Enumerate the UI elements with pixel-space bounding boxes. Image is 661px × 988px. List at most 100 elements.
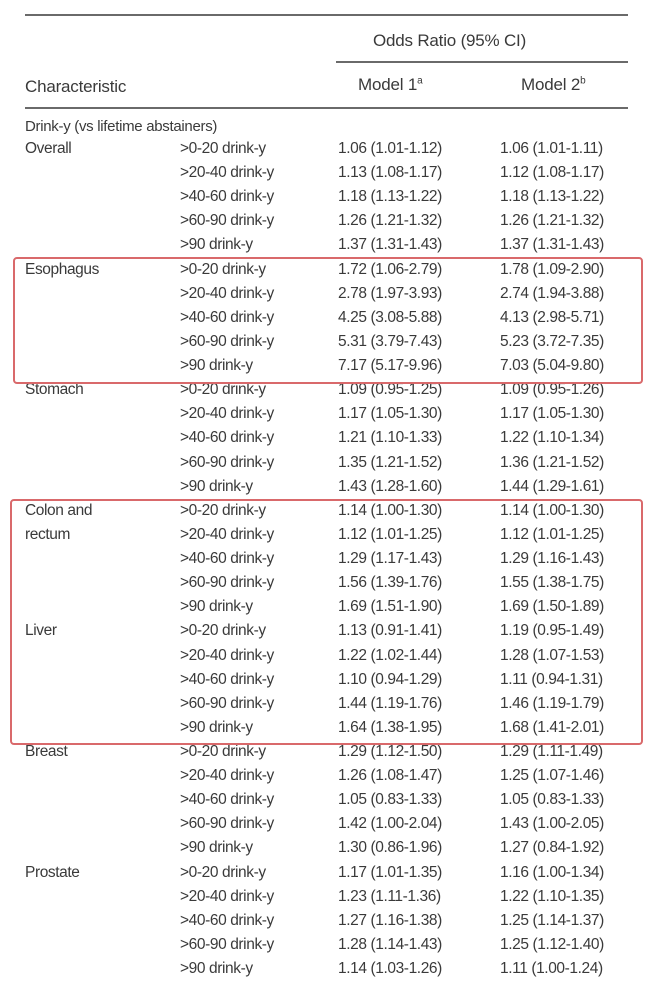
table-row: Colon and >0-20 drink-y 1.14 (1.00-1.30) 1.… <box>0 502 661 526</box>
table-row: >40-60 drink-y 1.29 (1.17-1.43) 1.29 (1.16… <box>0 550 661 574</box>
model1-value: 1.30 (0.86-1.96) <box>338 839 442 857</box>
model1-value: 1.56 (1.39-1.76) <box>338 574 442 592</box>
consumption-level: >90 drink-y <box>180 598 253 616</box>
table-row: >20-40 drink-y 1.13 (1.08-1.17) 1.12 (1.08… <box>0 164 661 188</box>
consumption-level: >20-40 drink-y <box>180 405 274 423</box>
table-row: >90 drink-y 1.43 (1.28-1.60) 1.44 (1.29-1.… <box>0 478 661 502</box>
consumption-level: >90 drink-y <box>180 718 253 736</box>
consumption-level: >0-20 drink-y <box>180 140 266 157</box>
table-row: >60-90 drink-y 1.42 (1.00-2.04) 1.43 (1.00… <box>0 815 661 839</box>
consumption-level: >20-40 drink-y <box>180 767 274 785</box>
model2-value: 1.26 (1.21-1.32) <box>500 212 604 230</box>
model1-value: 1.05 (0.83-1.33) <box>338 791 442 809</box>
model1-value: 1.69 (1.51-1.90) <box>338 598 442 616</box>
cancer-site-label: Prostate <box>25 863 80 881</box>
table-row: Overall >0-20 drink-y 1.06 (1.01-1.12) 1.06… <box>0 140 661 164</box>
model1-value: 1.35 (1.21-1.52) <box>338 453 442 471</box>
model2-value: 1.37 (1.31-1.43) <box>500 236 604 254</box>
model2-value: 1.78 (1.09-2.90) <box>500 260 604 278</box>
cancer-site-label: Stomach <box>25 381 84 399</box>
model2-value: 1.05 (0.83-1.33) <box>500 791 604 809</box>
model2-value: 1.28 (1.07-1.53) <box>500 646 604 664</box>
consumption-level: >0-20 drink-y <box>180 743 266 760</box>
model2-value: 7.03 (5.04-9.80) <box>500 357 604 375</box>
consumption-level: >0-20 drink-y <box>180 622 266 640</box>
model2-value: 5.23 (3.72-7.35) <box>500 332 604 350</box>
table-row: >40-60 drink-y 4.25 (3.08-5.88) 4.13 (2.98… <box>0 309 661 333</box>
consumption-level: >60-90 drink-y <box>180 815 274 833</box>
model1-value: 1.12 (1.01-1.25) <box>338 525 442 543</box>
odds-ratio-underline <box>336 61 628 63</box>
model2-value: 1.18 (1.13-1.22) <box>500 188 604 206</box>
model1-label: Model 1 <box>358 75 418 94</box>
table-row: >90 drink-y 1.14 (1.03-1.26) 1.11 (1.00-1.… <box>0 960 661 984</box>
model1-value: 1.22 (1.02-1.44) <box>338 646 442 664</box>
model1-value: 1.26 (1.08-1.47) <box>338 767 442 785</box>
table-row: >90 drink-y 1.64 (1.38-1.95) 1.68 (1.41-2.… <box>0 719 661 743</box>
model2-value: 1.22 (1.10-1.35) <box>500 887 604 905</box>
model1-value: 1.17 (1.01-1.35) <box>338 863 442 881</box>
model1-value: 1.29 (1.17-1.43) <box>338 550 442 568</box>
model2-header: Model 2b <box>521 75 586 95</box>
table-row: >40-60 drink-y 1.27 (1.16-1.38) 1.25 (1.14… <box>0 912 661 936</box>
model2-value: 2.74 (1.94-3.88) <box>500 284 604 302</box>
model2-value: 1.22 (1.10-1.34) <box>500 429 604 447</box>
model2-value: 1.12 (1.01-1.25) <box>500 525 604 543</box>
table-row: Esophagus >0-20 drink-y 1.72 (1.06-2.79) 1.… <box>0 261 661 285</box>
table-row: >60-90 drink-y 1.35 (1.21-1.52) 1.36 (1.21… <box>0 454 661 478</box>
model2-value: 1.68 (1.41-2.01) <box>500 718 604 736</box>
consumption-level: >0-20 drink-y <box>180 863 266 881</box>
cancer-site-label: Esophagus <box>25 260 99 278</box>
model2-value: 1.11 (1.00-1.24) <box>500 960 603 978</box>
top-rule <box>25 14 628 16</box>
model1-value: 1.43 (1.28-1.60) <box>338 477 442 495</box>
model1-value: 1.14 (1.03-1.26) <box>338 960 442 978</box>
model1-value: 1.72 (1.06-2.79) <box>338 260 442 278</box>
consumption-level: >20-40 drink-y <box>180 887 274 905</box>
model2-value: 1.06 (1.01-1.11) <box>500 140 603 157</box>
model2-value: 1.55 (1.38-1.75) <box>500 574 604 592</box>
model1-value: 1.21 (1.10-1.33) <box>338 429 442 447</box>
table-row: >90 drink-y 1.69 (1.51-1.90) 1.69 (1.50-1.… <box>0 598 661 622</box>
cancer-site-label: Colon and <box>25 501 93 519</box>
table-row: >20-40 drink-y 1.22 (1.02-1.44) 1.28 (1.07… <box>0 647 661 671</box>
consumption-level: >0-20 drink-y <box>180 260 266 278</box>
table-row: >20-40 drink-y 1.26 (1.08-1.47) 1.25 (1.07… <box>0 767 661 791</box>
model1-footnote-mark: a <box>417 75 423 87</box>
consumption-level: >0-20 drink-y <box>180 381 266 399</box>
consumption-level: >20-40 drink-y <box>180 284 274 302</box>
model2-value: 1.16 (1.00-1.34) <box>500 863 604 881</box>
cancer-site-label: Liver <box>25 622 57 640</box>
model2-value: 1.09 (0.95-1.26) <box>500 381 604 399</box>
consumption-level: >20-40 drink-y <box>180 646 274 664</box>
highlight-box-colon-liver <box>10 499 643 745</box>
model1-value: 1.18 (1.13-1.22) <box>338 188 442 206</box>
consumption-level: >60-90 drink-y <box>180 935 274 953</box>
table-row: >20-40 drink-y 2.78 (1.97-3.93) 2.74 (1.94… <box>0 285 661 309</box>
consumption-level: >90 drink-y <box>180 236 253 254</box>
model2-label: Model 2 <box>521 75 581 94</box>
table-row: Breast >0-20 drink-y 1.29 (1.12-1.50) 1.29 … <box>0 743 661 767</box>
model2-value: 1.19 (0.95-1.49) <box>500 622 604 640</box>
model2-value: 1.11 (0.94-1.31) <box>500 670 603 688</box>
consumption-level: >60-90 drink-y <box>180 453 274 471</box>
consumption-level: >60-90 drink-y <box>180 694 274 712</box>
consumption-level: >40-60 drink-y <box>180 550 274 568</box>
consumption-level: >40-60 drink-y <box>180 670 274 688</box>
model1-value: 1.27 (1.16-1.38) <box>338 911 442 929</box>
model2-value: 1.14 (1.00-1.30) <box>500 501 604 519</box>
consumption-level: >60-90 drink-y <box>180 332 274 350</box>
table-row: Stomach >0-20 drink-y 1.09 (0.95-1.25) 1.09… <box>0 381 661 405</box>
model1-value: 4.25 (3.08-5.88) <box>338 308 442 326</box>
table-row: >90 drink-y 1.30 (0.86-1.96) 1.27 (0.84-1.… <box>0 839 661 863</box>
table-row: >40-60 drink-y 1.21 (1.10-1.33) 1.22 (1.10… <box>0 429 661 453</box>
model2-value: 1.25 (1.07-1.46) <box>500 767 604 785</box>
model1-value: 1.14 (1.00-1.30) <box>338 501 442 519</box>
table-row: >20-40 drink-y 1.23 (1.11-1.36) 1.22 (1.10… <box>0 888 661 912</box>
header-rule <box>25 107 628 109</box>
model1-value: 1.64 (1.38-1.95) <box>338 718 442 736</box>
cancer-site-label: rectum <box>25 525 70 543</box>
model1-value: 1.42 (1.00-2.04) <box>338 815 442 833</box>
consumption-level: >20-40 drink-y <box>180 525 274 543</box>
model2-value: 1.29 (1.16-1.43) <box>500 550 604 568</box>
